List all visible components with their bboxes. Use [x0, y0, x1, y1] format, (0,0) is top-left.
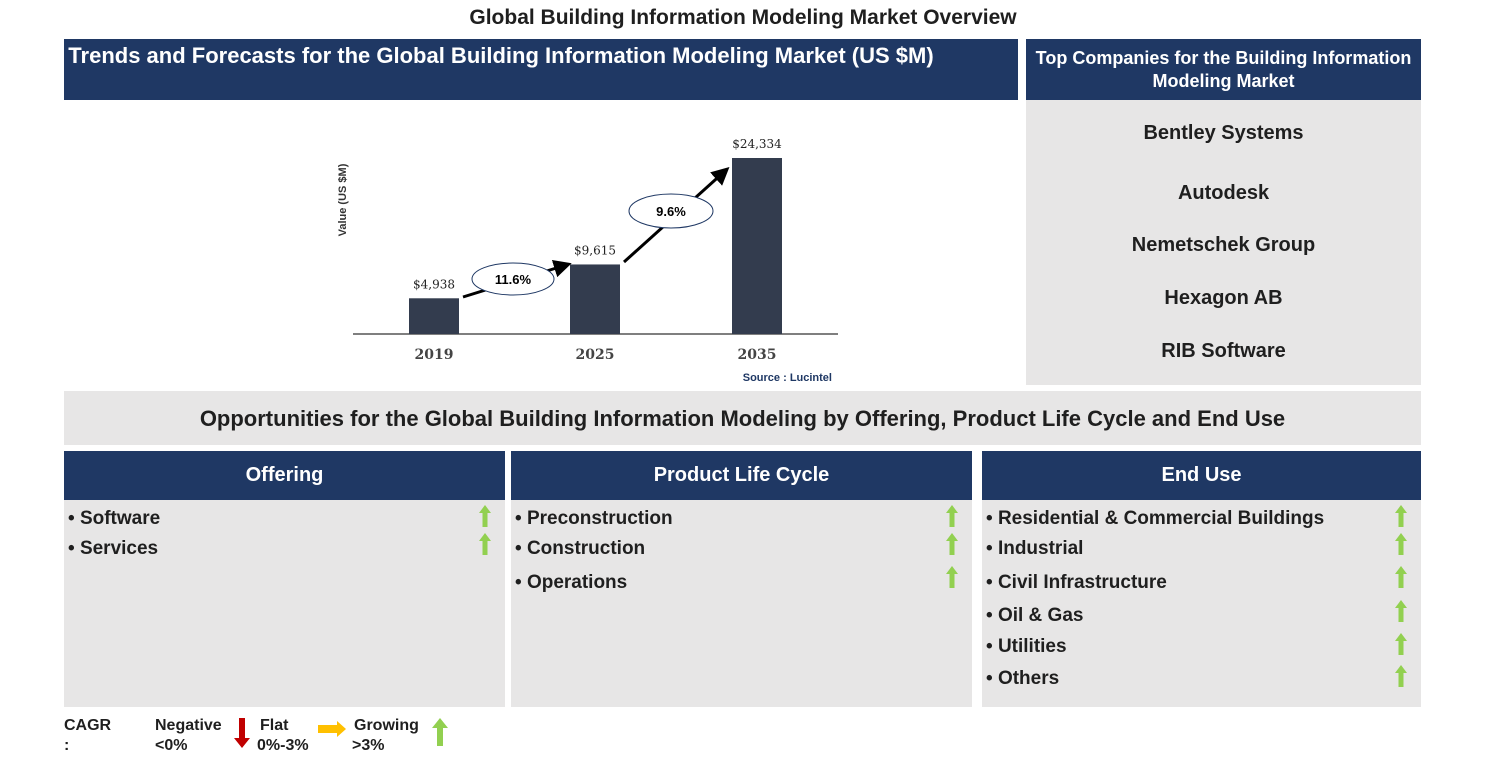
top-companies-list: Bentley Systems Autodesk Nemetschek Grou… — [1026, 100, 1421, 385]
market-chart: $4,938 2019 $9,615 2025 $24,334 2035 11.6% 9.6%… — [337, 137, 838, 384]
company-item: RIB Software — [1161, 340, 1286, 362]
growing-arrow-icon — [479, 505, 491, 527]
trend-header: Trends and Forecasts for the Global Buil… — [64, 39, 1018, 100]
legend-growing-range: >3% — [352, 737, 385, 754]
growing-arrow-icon — [1395, 600, 1407, 622]
segment-item-label: Oil & Gas — [997, 605, 1084, 626]
segment-list: • Software • Services — [64, 500, 505, 707]
segment-item: • Preconstruction — [515, 508, 673, 529]
segment-list: • Preconstruction • Construction • Operati… — [511, 500, 972, 707]
value-label: $9,615 — [574, 243, 616, 257]
segment-item: • Civil Infrastructure — [986, 572, 1167, 593]
bar-2019 — [409, 298, 459, 334]
segment-list: • Residential & Commercial Buildings • In… — [982, 500, 1421, 707]
segment-item: • Utilities — [986, 636, 1067, 657]
legend-flat-range: 0%-3% — [257, 737, 309, 754]
legend-label: CAGR : — [64, 717, 112, 754]
growing-arrow-icon — [946, 566, 958, 588]
x-tick-label: 2035 — [738, 347, 777, 363]
segment-item: • Oil & Gas — [986, 605, 1084, 626]
growing-arrow-icon — [1395, 566, 1407, 588]
legend-flat: Flat — [260, 717, 289, 734]
segment-item: • Services — [68, 538, 159, 559]
company-item: Bentley Systems — [1143, 122, 1304, 144]
bar-2035 — [732, 158, 782, 334]
segment-item-label: Utilities — [997, 636, 1067, 657]
legend-negative: Negative — [155, 717, 222, 734]
growing-arrow-icon — [479, 533, 491, 555]
segment-item-label: Civil Infrastructure — [997, 572, 1167, 593]
legend-negative-range: <0% — [155, 737, 188, 754]
company-item: Hexagon AB — [1164, 287, 1283, 309]
segment-header: End Use — [982, 451, 1421, 500]
cagr-ellipse — [628, 193, 714, 229]
y-axis-label: Value (US $M) — [337, 163, 349, 236]
source-label: Source : Lucintel — [743, 372, 832, 384]
segment-item: • Others — [986, 668, 1060, 689]
value-label: $4,938 — [413, 277, 455, 291]
company-item: Nemetschek Group — [1131, 234, 1316, 256]
x-tick-label: 2025 — [576, 347, 615, 363]
segment-item: • Residential & Commercial Buildings — [986, 508, 1325, 529]
legend-growing: Growing — [354, 717, 419, 734]
up-arrow-icon — [432, 718, 448, 746]
opportunities-title: Opportunities for the Global Building In… — [64, 391, 1421, 445]
x-tick-label: 2019 — [415, 347, 454, 363]
segment-item: • Industrial — [986, 538, 1084, 559]
segment-item-label: Others — [997, 668, 1060, 689]
segment-header: Offering — [64, 451, 505, 500]
bar-2025 — [570, 264, 620, 334]
segment-item: • Software — [68, 508, 161, 529]
growing-arrow-icon — [946, 533, 958, 555]
growing-arrow-icon — [1395, 505, 1407, 527]
segment-item-label: Construction — [526, 538, 646, 559]
segment-item: • Construction — [515, 538, 646, 559]
segment-item: • Operations — [515, 572, 628, 593]
growing-arrow-icon — [1395, 633, 1407, 655]
growing-arrow-icon — [1395, 533, 1407, 555]
right-arrow-icon — [318, 721, 346, 737]
value-label: $24,334 — [732, 137, 782, 151]
segment-header: Product Life Cycle — [511, 451, 972, 500]
cagr-label: 9.6% — [656, 204, 686, 219]
growing-arrow-icon — [946, 505, 958, 527]
cagr-ellipse — [471, 262, 555, 296]
segment-item-label: Preconstruction — [526, 508, 673, 529]
segment-item-label: Industrial — [997, 538, 1084, 559]
page-title: Global Building Information Modeling Mar… — [469, 6, 1017, 29]
segment-item-label: Operations — [526, 572, 628, 593]
company-item: Autodesk — [1177, 182, 1270, 204]
segment-item-label: Software — [79, 508, 161, 529]
growing-arrow-icon — [1395, 665, 1407, 687]
segment-item-label: Residential & Commercial Buildings — [997, 508, 1325, 529]
cagr-label: 11.6% — [495, 272, 532, 287]
down-arrow-icon — [234, 718, 250, 748]
top-companies-header: Top Companies for the Building Informati… — [1026, 39, 1421, 100]
segment-item-label: Services — [79, 538, 159, 559]
